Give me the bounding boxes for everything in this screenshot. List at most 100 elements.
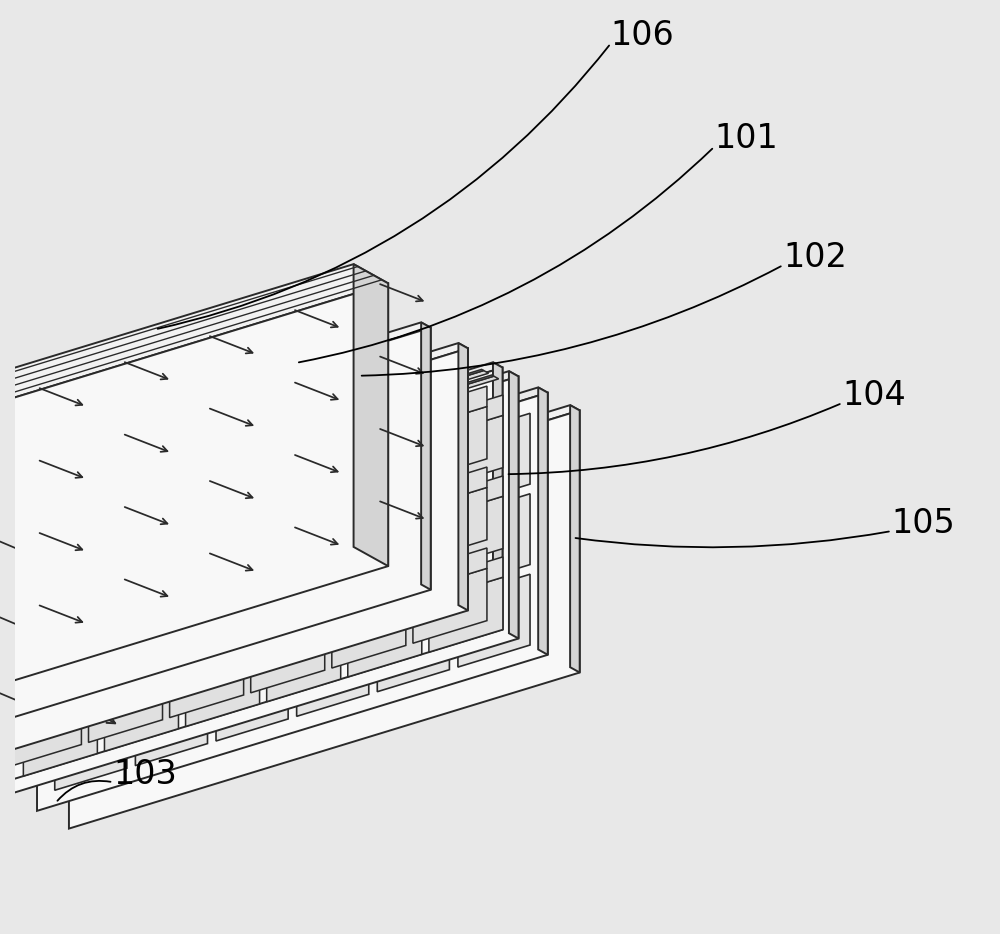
Polygon shape: [315, 606, 341, 635]
Polygon shape: [377, 438, 449, 531]
Polygon shape: [59, 405, 580, 567]
Polygon shape: [315, 526, 341, 554]
Polygon shape: [216, 488, 288, 580]
Polygon shape: [234, 470, 260, 498]
Polygon shape: [251, 456, 325, 531]
Polygon shape: [186, 571, 260, 645]
Polygon shape: [223, 449, 250, 459]
Polygon shape: [385, 400, 413, 409]
Polygon shape: [377, 599, 449, 692]
Polygon shape: [153, 494, 178, 522]
Polygon shape: [461, 467, 487, 495]
Polygon shape: [410, 371, 489, 396]
Polygon shape: [7, 692, 81, 767]
Polygon shape: [170, 643, 244, 717]
Polygon shape: [7, 531, 81, 605]
Polygon shape: [55, 698, 127, 790]
Polygon shape: [60, 499, 88, 508]
Text: 102: 102: [783, 241, 847, 274]
Polygon shape: [216, 568, 288, 660]
Polygon shape: [297, 543, 369, 636]
Polygon shape: [8, 376, 519, 795]
Polygon shape: [267, 545, 341, 621]
Text: 104: 104: [842, 378, 906, 412]
Polygon shape: [56, 510, 81, 538]
Polygon shape: [23, 539, 97, 615]
Polygon shape: [218, 460, 244, 488]
Polygon shape: [0, 362, 503, 524]
Polygon shape: [396, 501, 422, 529]
Polygon shape: [95, 475, 174, 501]
Polygon shape: [297, 624, 369, 716]
Polygon shape: [0, 348, 468, 767]
Polygon shape: [429, 416, 503, 490]
Polygon shape: [251, 537, 325, 612]
Polygon shape: [170, 481, 244, 556]
Polygon shape: [421, 322, 431, 589]
Polygon shape: [89, 668, 163, 743]
Polygon shape: [413, 568, 487, 644]
Polygon shape: [413, 488, 487, 562]
Polygon shape: [186, 652, 260, 727]
Polygon shape: [23, 620, 97, 695]
Polygon shape: [104, 515, 178, 589]
Polygon shape: [4, 494, 83, 519]
Polygon shape: [27, 388, 548, 549]
Polygon shape: [477, 557, 503, 585]
Polygon shape: [7, 612, 81, 686]
Polygon shape: [71, 681, 97, 709]
Polygon shape: [429, 577, 503, 652]
Polygon shape: [141, 474, 169, 483]
Polygon shape: [251, 618, 325, 693]
Polygon shape: [137, 566, 163, 594]
Polygon shape: [354, 264, 388, 566]
Polygon shape: [380, 492, 406, 520]
Polygon shape: [23, 701, 97, 776]
Polygon shape: [0, 368, 503, 785]
Polygon shape: [396, 419, 422, 448]
Polygon shape: [153, 575, 178, 603]
Polygon shape: [396, 582, 422, 610]
Polygon shape: [304, 425, 332, 433]
Text: 101: 101: [714, 122, 778, 155]
Text: 103: 103: [113, 757, 177, 791]
Polygon shape: [176, 450, 255, 475]
Polygon shape: [0, 328, 431, 746]
Polygon shape: [131, 469, 159, 477]
Polygon shape: [375, 394, 403, 403]
Polygon shape: [166, 445, 245, 470]
Polygon shape: [466, 375, 494, 384]
Polygon shape: [267, 627, 341, 701]
Polygon shape: [89, 587, 163, 661]
Polygon shape: [570, 405, 580, 672]
Polygon shape: [135, 672, 208, 766]
Polygon shape: [413, 406, 487, 481]
Polygon shape: [348, 602, 422, 677]
Polygon shape: [137, 486, 163, 514]
Polygon shape: [420, 376, 499, 402]
Polygon shape: [380, 411, 406, 439]
Polygon shape: [380, 573, 406, 601]
Polygon shape: [332, 593, 406, 668]
Polygon shape: [458, 343, 468, 611]
Polygon shape: [315, 445, 341, 473]
Text: 105: 105: [892, 506, 955, 540]
Polygon shape: [71, 519, 97, 547]
Polygon shape: [104, 676, 178, 751]
Polygon shape: [56, 672, 81, 700]
Polygon shape: [493, 362, 503, 630]
Polygon shape: [458, 574, 530, 667]
Polygon shape: [458, 494, 530, 587]
Polygon shape: [456, 370, 484, 378]
Polygon shape: [234, 631, 260, 659]
Polygon shape: [137, 647, 163, 675]
Polygon shape: [170, 561, 244, 637]
Text: 106: 106: [611, 19, 675, 52]
Polygon shape: [55, 617, 127, 710]
Polygon shape: [186, 489, 260, 565]
Polygon shape: [332, 432, 406, 506]
Polygon shape: [212, 444, 240, 453]
Polygon shape: [104, 595, 178, 671]
Polygon shape: [69, 410, 580, 828]
Polygon shape: [299, 517, 325, 545]
